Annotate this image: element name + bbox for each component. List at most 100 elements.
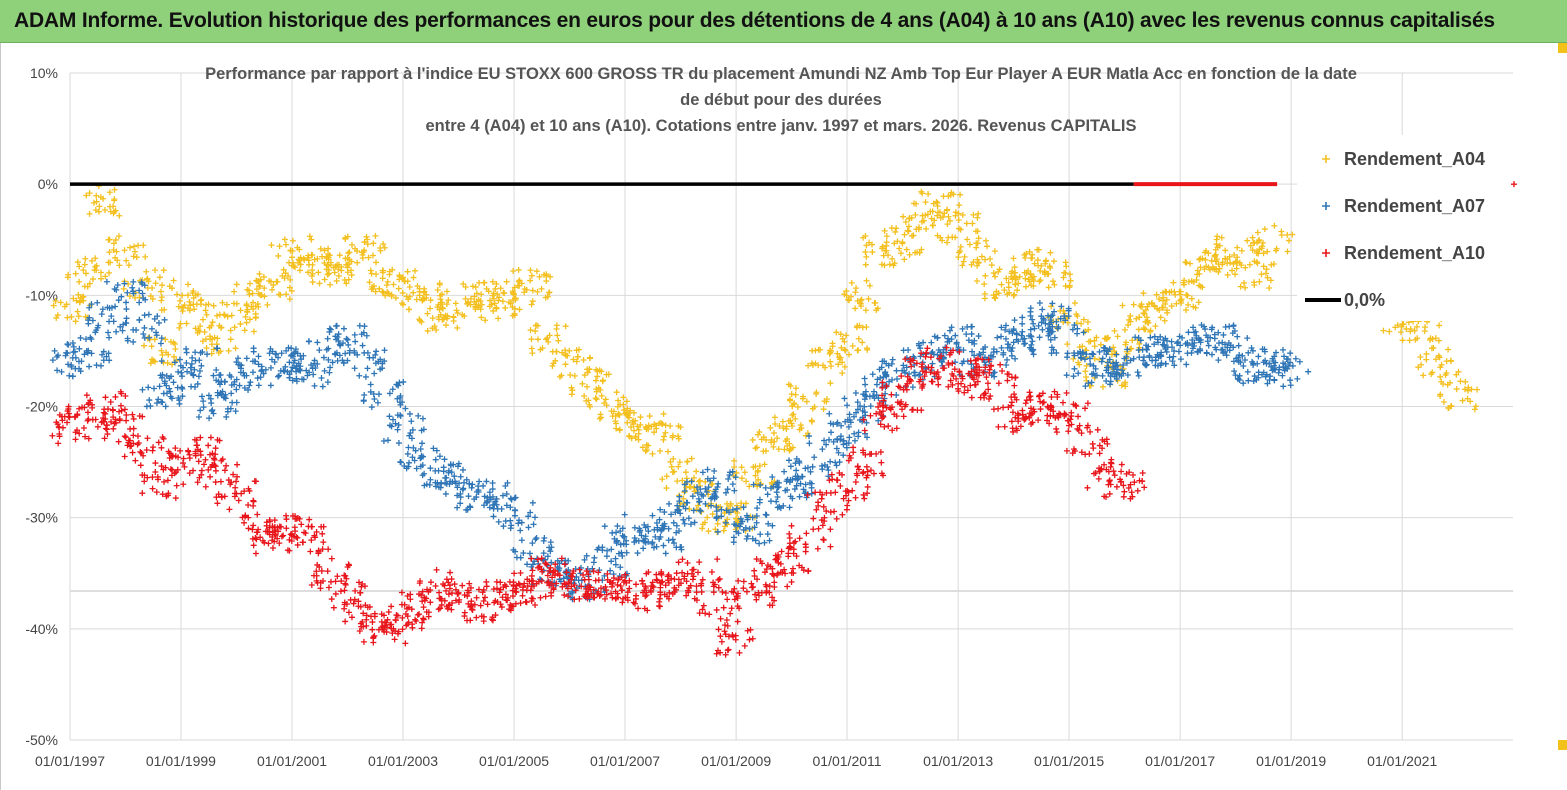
plus-marker <box>200 398 207 405</box>
plus-marker <box>160 267 167 274</box>
plus-marker <box>112 236 119 243</box>
plus-marker <box>529 298 536 305</box>
plus-marker <box>406 306 413 313</box>
plus-marker <box>785 418 792 425</box>
plus-marker <box>598 392 605 399</box>
plus-marker <box>483 478 490 485</box>
plus-marker <box>743 478 750 485</box>
plus-marker <box>1224 260 1231 267</box>
plus-marker <box>324 335 331 342</box>
plus-marker <box>922 199 929 206</box>
plus-marker <box>183 349 190 356</box>
plus-marker <box>366 279 373 286</box>
plus-marker <box>489 486 496 493</box>
plus-marker <box>1136 340 1143 347</box>
plus-marker <box>752 445 759 452</box>
plus-marker <box>385 608 392 615</box>
plus-marker <box>912 372 919 379</box>
plus-marker <box>794 404 801 411</box>
plus-marker <box>94 423 101 430</box>
plus-marker <box>511 310 518 317</box>
plus-marker <box>634 550 641 557</box>
plus-marker <box>344 336 351 343</box>
plus-marker <box>533 534 540 541</box>
plus-marker <box>1436 322 1443 329</box>
plus-marker <box>139 386 146 393</box>
plus-marker <box>845 296 852 303</box>
plus-marker <box>613 389 620 396</box>
plus-marker <box>1008 374 1015 381</box>
plus-marker <box>1163 296 1170 303</box>
plus-marker <box>1233 265 1240 272</box>
plus-marker <box>785 381 792 388</box>
plus-marker <box>160 390 167 397</box>
plus-marker <box>729 481 736 488</box>
plus-marker <box>843 288 850 295</box>
plus-marker <box>623 398 630 405</box>
plus-marker <box>1185 329 1192 336</box>
plus-marker <box>315 269 322 276</box>
data-point <box>83 183 123 219</box>
data-point <box>139 466 187 502</box>
plus-marker <box>170 379 177 386</box>
plus-marker <box>243 319 250 326</box>
plus-marker <box>861 375 868 382</box>
plus-marker <box>1233 258 1240 265</box>
plus-marker <box>1142 326 1149 333</box>
plus-marker <box>294 534 301 541</box>
chart-title: Performance par rapport à l'indice EU ST… <box>205 65 1357 135</box>
plus-marker <box>1039 326 1046 333</box>
plus-marker <box>151 336 158 343</box>
plus-marker <box>1091 337 1098 344</box>
plus-marker <box>1411 327 1418 334</box>
plus-marker <box>1203 247 1210 254</box>
plus-marker <box>920 217 927 224</box>
plus-marker <box>1070 355 1077 362</box>
plus-marker <box>1075 359 1082 366</box>
plus-marker <box>631 524 638 531</box>
plus-marker <box>584 383 591 390</box>
plus-marker <box>107 398 114 405</box>
plus-marker <box>473 290 480 297</box>
y-tick-label: -30% <box>25 510 58 526</box>
plus-marker <box>1237 283 1244 290</box>
plus-marker <box>1157 314 1164 321</box>
plus-marker <box>609 594 616 601</box>
plus-marker <box>186 455 193 462</box>
plus-marker <box>530 521 537 528</box>
plus-marker <box>856 322 863 329</box>
plus-marker <box>250 348 257 355</box>
plus-marker <box>489 479 496 486</box>
plus-marker <box>933 198 940 205</box>
plus-marker <box>784 583 791 590</box>
plus-marker <box>734 618 741 625</box>
plus-marker <box>318 374 325 381</box>
plus-marker <box>1083 373 1090 380</box>
data-point <box>601 400 649 434</box>
plus-marker <box>245 525 252 532</box>
plus-marker <box>770 430 777 437</box>
plus-marker <box>1010 292 1017 299</box>
plus-marker <box>1035 262 1042 269</box>
plus-marker <box>952 359 959 366</box>
data-point <box>1045 322 1087 357</box>
plus-marker <box>98 311 105 318</box>
plus-marker <box>969 220 976 227</box>
plus-marker <box>1125 321 1132 328</box>
plus-marker <box>84 409 91 416</box>
plus-marker <box>861 427 868 434</box>
plus-marker <box>231 288 238 295</box>
plus-marker <box>341 587 348 594</box>
plus-marker <box>202 307 209 314</box>
plus-marker <box>443 288 450 295</box>
plus-marker <box>1130 472 1137 479</box>
plus-marker <box>436 280 443 287</box>
plus-marker <box>261 293 268 300</box>
plus-marker <box>792 391 799 398</box>
data-point <box>460 278 500 313</box>
data-point <box>549 346 594 380</box>
plus-marker <box>848 279 855 286</box>
plus-marker <box>684 458 691 465</box>
plus-marker <box>893 367 900 374</box>
plus-marker <box>236 382 243 389</box>
